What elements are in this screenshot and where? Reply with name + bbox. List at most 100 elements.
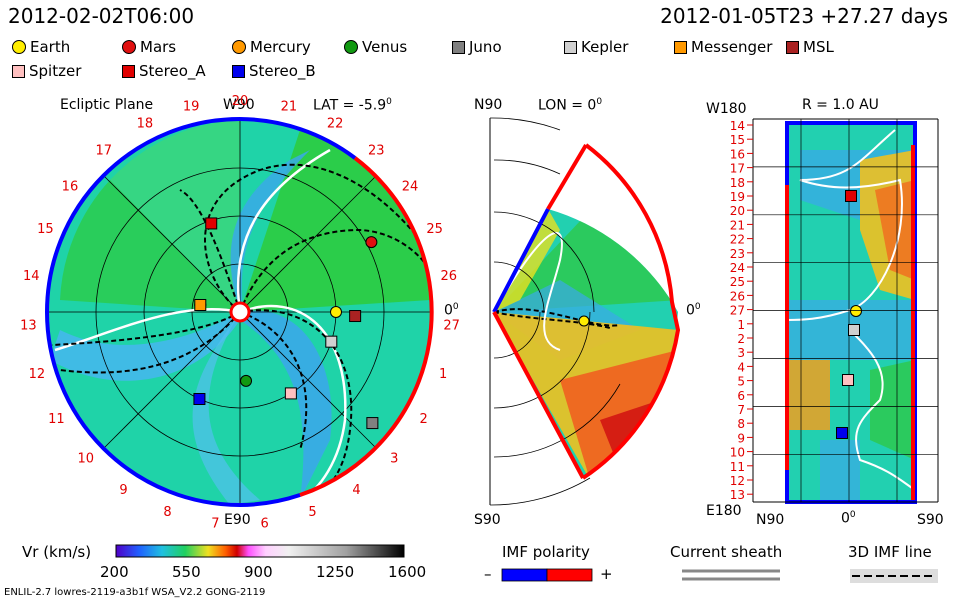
ecliptic-day-label: 17 — [95, 144, 112, 159]
ecliptic-top-label: W90 — [223, 97, 255, 113]
imf-minus-label: – — [484, 565, 492, 583]
ecliptic-right-label: 00 — [444, 302, 459, 319]
ecliptic-day-label: 3 — [390, 451, 398, 466]
ecliptic-rim-negative — [239, 493, 301, 507]
ecliptic-day-label: 18 — [137, 117, 154, 132]
stereo_b-marker-radial — [836, 427, 848, 439]
earth-marker — [330, 306, 342, 318]
high-speed-region — [787, 360, 830, 430]
imf-polarity-positive-bar — [546, 568, 593, 582]
model-footer: ENLIL-2.7 lowres-2119-a3b1f WSA_V2.2 GON… — [4, 587, 266, 598]
spitzer-marker — [284, 387, 297, 400]
legend-label: Stereo_B — [249, 62, 316, 80]
slow-wind-band — [192, 312, 260, 505]
radial-radius-label: R = 1.0 AU — [802, 97, 879, 113]
radial-day-label: 2 — [737, 332, 745, 346]
radial-day-label: 12 — [730, 474, 745, 488]
juno-marker — [366, 417, 379, 430]
ecliptic-spacecraft-markers — [193, 217, 379, 430]
stereo_a-marker-radial — [845, 190, 857, 202]
meridional-rim-positive — [581, 143, 681, 480]
venus-symbol-icon — [344, 40, 358, 54]
radial-x-mid-label: 00 — [841, 510, 856, 527]
stereo_a-marker — [205, 217, 218, 230]
radial-day-label: 9 — [737, 431, 745, 445]
legend-item-stereo_a: Stereo_A — [122, 62, 206, 80]
mercury-symbol-icon — [232, 40, 246, 54]
fast-wind-sector — [240, 130, 430, 312]
spitzer-marker-radial — [842, 374, 854, 386]
meridional-rim-positive — [546, 143, 588, 211]
range-ring — [489, 477, 591, 506]
ecliptic-day-label: 7 — [211, 517, 219, 532]
current-sheath-label: Current sheath — [670, 543, 783, 561]
radial-day-label: 23 — [730, 247, 745, 261]
kepler-symbol-icon — [564, 40, 577, 54]
radial-grid — [753, 166, 938, 455]
fast-wind-sector — [60, 180, 240, 312]
radial-day-label: 10 — [730, 446, 745, 460]
fast-wind-sector — [870, 360, 915, 460]
legend-label: Mercury — [250, 38, 311, 56]
msl-marker — [349, 310, 362, 323]
range-ring — [493, 311, 591, 409]
kepler-marker — [325, 335, 338, 348]
radial-day-label: 11 — [730, 460, 745, 474]
colorbar-label: Vr (km/s) — [22, 543, 92, 561]
radial-day-label: 14 — [730, 119, 745, 133]
ecliptic-day-label: 25 — [426, 222, 443, 237]
radial-day-label: 4 — [737, 360, 745, 374]
radial-day-label: 26 — [730, 289, 745, 303]
radial-day-label: 13 — [730, 488, 745, 502]
legend-label: Spitzer — [29, 62, 82, 80]
high-speed-region — [875, 180, 915, 280]
stereo_b-symbol-icon — [232, 64, 245, 78]
ecliptic-lat-label: LAT = -5.90 — [313, 97, 392, 114]
ecliptic-day-label: 11 — [48, 412, 65, 427]
right-timestamp: 2012-01-05T23 +27.27 days — [660, 4, 948, 28]
earth-marker-meridional — [578, 315, 590, 327]
ecliptic-day-labels: 19 20 212223242526271234567891011121314151… — [20, 94, 460, 532]
slow-wind-band — [50, 312, 240, 381]
legend-label: Juno — [469, 38, 502, 56]
legend-item-messenger: Messenger — [674, 38, 772, 56]
messenger-marker — [194, 298, 207, 311]
imf3d-label: 3D IMF line — [848, 543, 932, 561]
current-sheath-line — [849, 329, 915, 491]
radial-day-label: 19 — [730, 190, 745, 204]
ecliptic-day-label: 26 — [441, 269, 458, 284]
legend-item-msl: MSL — [786, 38, 834, 56]
radial-spacecraft-markers — [836, 190, 862, 439]
radial-day-label: 25 — [730, 275, 745, 289]
legend-item-venus: Venus — [344, 38, 407, 56]
legend-label: Earth — [30, 38, 71, 56]
venus-marker — [240, 374, 253, 387]
legend-label: Stereo_A — [139, 62, 206, 80]
ecliptic-day-label: 5 — [308, 505, 316, 520]
radial-x-left-label: N90 — [756, 512, 785, 528]
ecliptic-day-label: 8 — [163, 505, 171, 520]
ecliptic-day-label: 19 — [183, 100, 200, 115]
range-ring — [493, 383, 621, 458]
meridional-panel — [489, 117, 681, 506]
ecliptic-day-label: 4 — [352, 483, 360, 498]
ecliptic-day-label: 9 — [119, 483, 127, 498]
ecliptic-day-label: 14 — [23, 269, 40, 284]
radial-day-label: 22 — [730, 233, 745, 247]
colorbar-tick-label: 550 — [172, 563, 201, 581]
colorbar-tick-label: 900 — [244, 563, 273, 581]
imf-line — [59, 311, 241, 374]
ecliptic-day-label: 16 — [62, 179, 79, 194]
mars-symbol-icon — [122, 40, 136, 54]
fast-wind-sector — [494, 209, 678, 312]
imf-line — [51, 311, 241, 346]
imf-line — [494, 311, 611, 329]
meridional-rim-negative — [492, 208, 550, 313]
radial-day-label: 3 — [737, 346, 745, 360]
ecliptic-rim-negative — [239, 117, 357, 160]
slow-wind-band — [820, 440, 860, 500]
imf-line — [239, 311, 308, 451]
ecliptic-day-label: 13 — [20, 318, 37, 333]
ecliptic-day-label: 23 — [368, 144, 385, 159]
radial-day-label: 24 — [730, 261, 745, 275]
